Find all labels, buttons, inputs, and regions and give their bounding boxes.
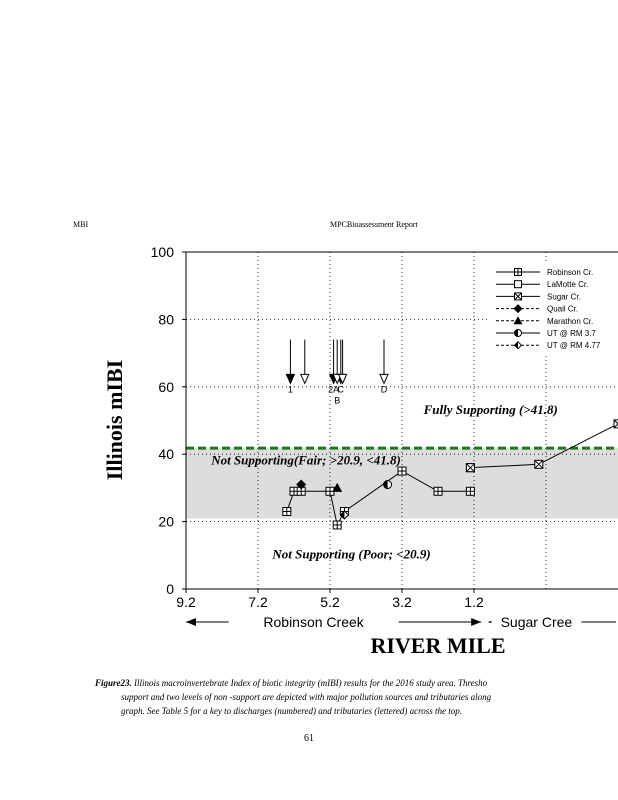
data-point-half-circle: [383, 480, 393, 490]
discharge-arrow-head: [285, 373, 296, 385]
marker-x-2: [613, 423, 618, 429]
x-tick-label: 1.2: [464, 594, 484, 610]
x-tick-label: 9.2: [176, 594, 196, 610]
legend-label-0: Robinson Cr.: [547, 268, 593, 277]
fair-band: [186, 448, 618, 519]
marker-x-2: [534, 459, 544, 469]
legend-label-3: Quail Cr.: [547, 305, 578, 314]
figure-label: Figure23.: [95, 678, 132, 688]
legend-label-4: Marathon Cr.: [547, 317, 593, 326]
data-point-square-plus: [282, 506, 292, 516]
marker-triangle: [513, 316, 523, 325]
marker-x-2: [514, 292, 522, 301]
marker-triangle: [332, 482, 343, 492]
caption-line-2: support and two levels of non -support a…: [121, 692, 492, 702]
reach-1: Sugar Cree: [488, 613, 616, 631]
marker-square: [613, 419, 618, 429]
x-axis-label: RIVER MILE: [370, 633, 505, 658]
zone-label-1: Not Supporting(Fair; >20.9, <41.8): [210, 452, 401, 467]
y-tick-label: 60: [158, 379, 174, 395]
reach-arrow-left: [186, 618, 196, 626]
x-tick-label: 5.2: [320, 594, 340, 610]
data-point-square-x: [465, 463, 475, 473]
discharge-arrow-0: [285, 339, 296, 385]
page-header-center: MPCBioassessment Report: [330, 220, 418, 229]
caption-line-1: Illinois macroinvertebrate Index of biot…: [131, 678, 488, 688]
marker-x-2: [466, 463, 475, 473]
data-point-square: [514, 280, 522, 289]
reach-label-bg: [228, 613, 399, 631]
data-point-square-plus: [397, 466, 407, 476]
y-tick-label: 100: [151, 244, 175, 260]
data-point-square-plus: [465, 486, 475, 496]
discharge-arrow-1: [300, 339, 310, 385]
grid-lines: [186, 252, 618, 589]
data-point-square-x: [613, 419, 618, 429]
legend-label-2: Sugar Cr.: [547, 292, 581, 301]
discharge-label: 1: [288, 384, 293, 394]
data-point-half-diamond: [513, 340, 523, 350]
zone-label-0: Fully Supporting (>41.8): [423, 402, 558, 417]
caption-line-3: graph. See Table 5 for a key to discharg…: [121, 706, 463, 716]
zone-labels: Fully Supporting (>41.8) Not Supporting(F…: [210, 402, 558, 562]
discharge-arrow-6: [379, 339, 389, 385]
discharge-arrow-5: [337, 339, 348, 385]
x-tick-label: 3.2: [392, 594, 412, 610]
legend-box: [488, 264, 618, 356]
figure-caption: Figure23. Illinois macroinvertebrate Ind…: [95, 676, 618, 718]
discharge-label: D: [381, 384, 388, 394]
data-point-diamond: [513, 304, 523, 314]
series-points: [282, 419, 618, 530]
zone-label-2: Not Supporting (Poor; <20.9): [271, 547, 430, 562]
marker-half: [514, 341, 518, 349]
discharge-arrow-head: [300, 373, 310, 385]
discharge-label: B: [334, 395, 340, 405]
marker-half: [340, 510, 345, 519]
marker-half: [514, 329, 518, 337]
legend-label-1: LaMotte Cr.: [547, 280, 588, 289]
data-point-triangle: [513, 316, 523, 325]
marker-half: [383, 480, 388, 489]
x-tick-label: 7.2: [248, 594, 268, 610]
marker-x-1: [613, 419, 618, 425]
data-point-square-plus: [433, 486, 443, 496]
data-point-triangle: [332, 482, 343, 492]
discharge-arrow-head: [379, 373, 389, 385]
reach-label-bg: [491, 613, 582, 631]
discharge-label: C: [338, 384, 345, 394]
y-tick-label: 40: [158, 446, 174, 462]
data-point-square-x: [534, 459, 544, 469]
page-header-left: MBI: [73, 220, 89, 229]
discharge-label: 2A: [328, 384, 339, 394]
reach-label: Sugar Cree: [501, 614, 573, 630]
reach-arrow-right: [471, 618, 482, 626]
marker-diamond: [513, 304, 523, 314]
marker-diamond: [296, 479, 307, 490]
tick-labels: 0 20 40 60 80 100 9.2 7.2 5.2 3.2 1.2: [151, 244, 484, 610]
y-tick-label: 80: [158, 311, 174, 327]
mibi-chart: 0 20 40 60 80 100 9.2 7.2 5.2 3.2 1.2 Fully Suppor…: [102, 244, 618, 658]
reach-labels: Robinson Creek Sugar Cree: [186, 613, 616, 631]
data-point-half-diamond: [339, 510, 350, 520]
legend-label-5: UT @ RM 3.7: [547, 329, 596, 338]
data-point-square-plus: [332, 520, 342, 530]
legend-label-6: UT @ RM 4.77: [547, 341, 601, 350]
y-tick-label: 0: [166, 581, 174, 597]
y-axis-label: Illinois mIBI: [102, 360, 127, 480]
y-tick-label: 20: [158, 514, 174, 530]
marker-square: [514, 280, 522, 289]
discharge-arrow-head: [337, 373, 348, 385]
data-point-diamond: [296, 479, 307, 490]
page-number: 61: [304, 733, 314, 744]
legend: Robinson Cr. LaMotte Cr. Sugar Cr. Quail Cr…: [488, 264, 618, 356]
reach-0: Robinson Creek: [186, 613, 482, 631]
data-point-square-x: [514, 292, 522, 301]
reach-label: Robinson Creek: [263, 614, 364, 630]
data-point-square-plus: [514, 268, 522, 276]
data-point-half-circle: [514, 329, 522, 337]
